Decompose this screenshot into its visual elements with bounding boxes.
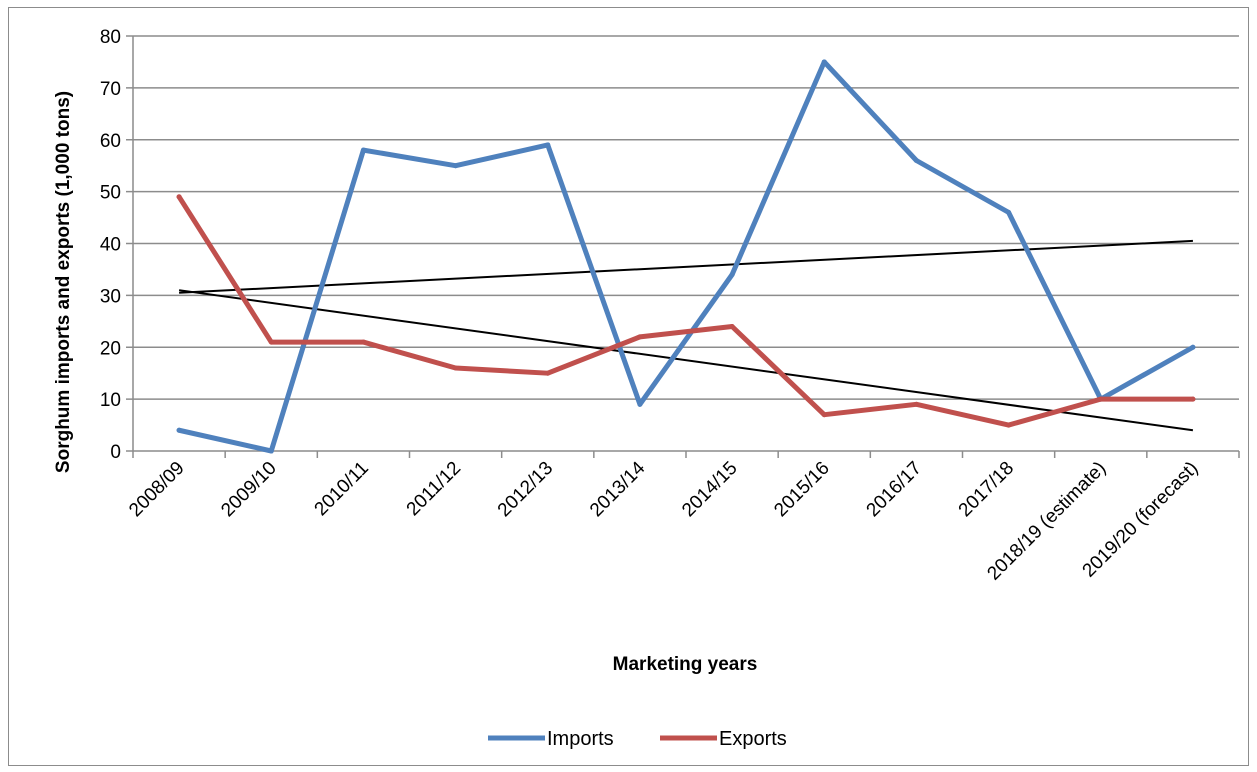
data-point [1006, 209, 1012, 215]
series-lines [176, 59, 1196, 454]
data-point [453, 163, 459, 169]
x-tick-label: 2016/17 [863, 458, 926, 521]
data-point [453, 365, 459, 371]
y-tick-label: 80 [100, 27, 121, 48]
x-tick-label: 2013/14 [586, 457, 650, 521]
data-point [1190, 396, 1196, 402]
x-tick-label: 2015/16 [770, 458, 833, 521]
y-tick-label: 50 [100, 183, 121, 204]
x-tick-label: 2008/09 [125, 458, 188, 521]
data-point [176, 427, 182, 433]
data-point [637, 334, 643, 340]
data-point [360, 147, 366, 153]
y-tick-label: 70 [100, 79, 121, 100]
data-point [821, 59, 827, 65]
data-point [176, 194, 182, 200]
x-axis-title: Marketing years [613, 654, 758, 675]
legend-label: Imports [547, 728, 614, 750]
data-point [1006, 422, 1012, 428]
gridlines [133, 35, 1239, 400]
y-tick-label: 30 [100, 286, 121, 307]
trendline [178, 289, 1194, 432]
data-point [1098, 396, 1104, 402]
y-tick-label: 20 [100, 338, 121, 359]
data-point [821, 412, 827, 418]
x-axis-ticks: 2008/09 2009/10 2010/11 2011/12 2012/13 2013/… [125, 451, 1240, 585]
trendline [179, 239, 1193, 294]
data-point [268, 339, 274, 345]
x-tick-label: 2011/12 [403, 458, 465, 520]
data-point [913, 158, 919, 163]
data-point [268, 448, 274, 454]
chart-frame [8, 7, 1249, 766]
data-point [545, 142, 551, 148]
x-tick-label: 2017/18 [955, 458, 1018, 521]
y-axis-title: Sorghum imports and exports (1,000 tons) [53, 91, 74, 473]
y-tick-label: 60 [100, 131, 121, 152]
x-tick-label: 2012/13 [494, 458, 557, 521]
x-tick-label: 2014/15 [678, 458, 741, 521]
data-point [637, 401, 643, 407]
data-point [1190, 344, 1196, 350]
series-line-exports [176, 194, 1196, 428]
x-tick-label: 2010/11 [311, 458, 373, 520]
data-point [360, 339, 366, 345]
data-point [913, 401, 919, 407]
x-tick-label: 2009/10 [217, 458, 280, 521]
legend: Imports Exports [488, 728, 787, 750]
data-point [729, 324, 735, 329]
y-tick-label: 10 [100, 390, 121, 411]
y-axis-ticks: 0 10 20 30 40 50 60 70 80 [100, 27, 133, 463]
y-tick-label: 0 [110, 442, 121, 463]
trendlines [178, 239, 1194, 432]
y-tick-label: 40 [100, 235, 121, 256]
data-point [545, 370, 551, 376]
data-point [729, 272, 735, 278]
series-line-imports [176, 59, 1196, 454]
legend-label: Exports [719, 728, 787, 750]
